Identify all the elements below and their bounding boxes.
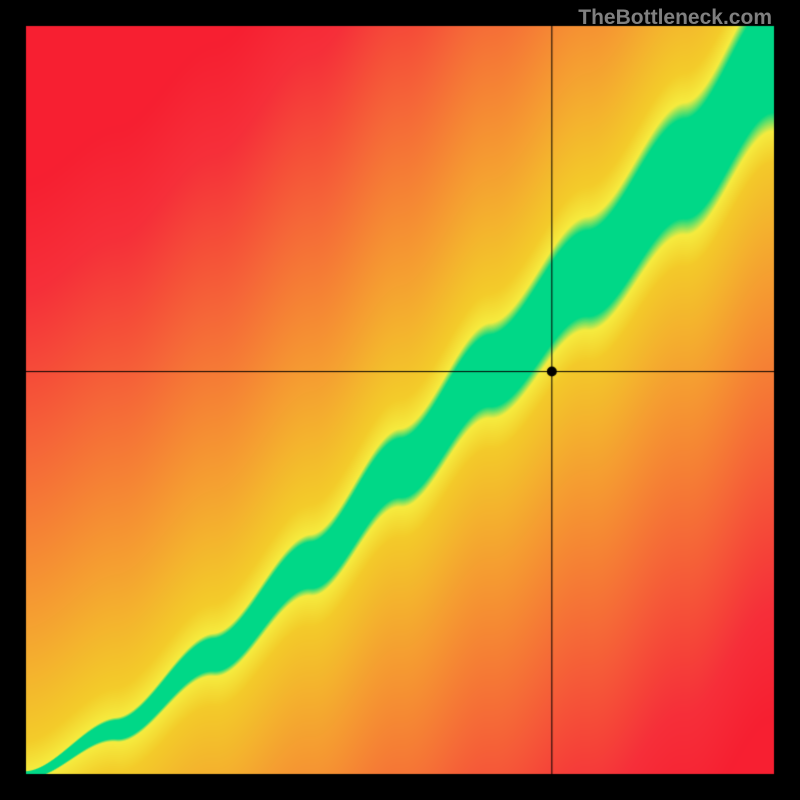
watermark-text: TheBottleneck.com	[578, 6, 772, 30]
heatmap-canvas	[0, 0, 800, 800]
chart-container: TheBottleneck.com	[0, 0, 800, 800]
